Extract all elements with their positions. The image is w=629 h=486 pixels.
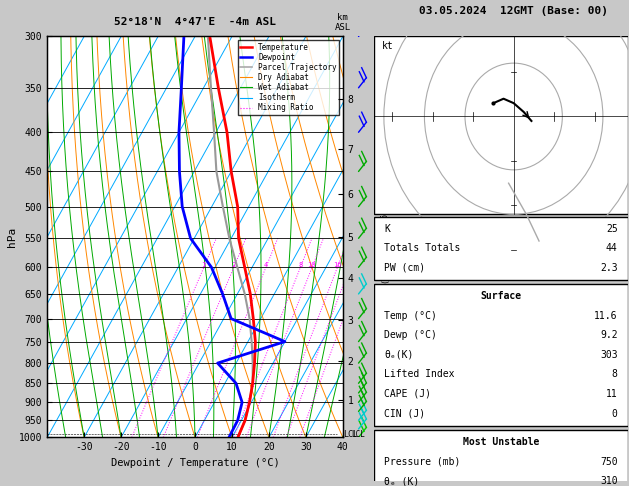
Text: 2.3: 2.3 bbox=[600, 263, 618, 273]
Text: θₑ (K): θₑ (K) bbox=[384, 476, 420, 486]
Bar bbox=[374, 36, 628, 214]
Text: 9.2: 9.2 bbox=[600, 330, 618, 340]
Text: Surface: Surface bbox=[481, 291, 521, 301]
Text: kt: kt bbox=[382, 41, 394, 51]
Text: Temp (°C): Temp (°C) bbox=[384, 311, 437, 321]
Y-axis label: hPa: hPa bbox=[8, 227, 18, 247]
Text: 16: 16 bbox=[333, 262, 342, 268]
Text: PW (cm): PW (cm) bbox=[384, 263, 426, 273]
Text: 310: 310 bbox=[600, 476, 618, 486]
Text: Most Unstable: Most Unstable bbox=[463, 437, 539, 447]
Text: K: K bbox=[384, 224, 390, 234]
Text: km
ASL: km ASL bbox=[335, 13, 351, 33]
Text: 4: 4 bbox=[264, 262, 268, 268]
Text: Lifted Index: Lifted Index bbox=[384, 369, 455, 380]
Text: 750: 750 bbox=[600, 456, 618, 467]
Text: θₑ(K): θₑ(K) bbox=[384, 350, 414, 360]
Legend: Temperature, Dewpoint, Parcel Trajectory, Dry Adiabat, Wet Adiabat, Isotherm, Mi: Temperature, Dewpoint, Parcel Trajectory… bbox=[238, 40, 339, 115]
Text: Dewp (°C): Dewp (°C) bbox=[384, 330, 437, 340]
Text: 1: 1 bbox=[201, 262, 206, 268]
Text: 11: 11 bbox=[606, 389, 618, 399]
Text: LCL: LCL bbox=[352, 430, 365, 438]
Y-axis label: Mixing Ratio (g/kg): Mixing Ratio (g/kg) bbox=[379, 190, 387, 284]
Text: 44: 44 bbox=[606, 243, 618, 253]
Text: 25: 25 bbox=[606, 224, 618, 234]
Text: 11.6: 11.6 bbox=[594, 311, 618, 321]
Text: 8: 8 bbox=[298, 262, 303, 268]
Text: Totals Totals: Totals Totals bbox=[384, 243, 461, 253]
Text: 303: 303 bbox=[600, 350, 618, 360]
Text: 52°18'N  4°47'E  -4m ASL: 52°18'N 4°47'E -4m ASL bbox=[114, 17, 276, 27]
Text: LCL: LCL bbox=[343, 430, 358, 438]
Text: Pressure (mb): Pressure (mb) bbox=[384, 456, 461, 467]
Text: 10: 10 bbox=[308, 262, 316, 268]
Text: 2: 2 bbox=[231, 262, 236, 268]
Bar bbox=[374, 217, 628, 280]
Text: 03.05.2024  12GMT (Base: 00): 03.05.2024 12GMT (Base: 00) bbox=[419, 6, 608, 16]
Text: CAPE (J): CAPE (J) bbox=[384, 389, 431, 399]
Bar bbox=[374, 284, 628, 426]
Text: CIN (J): CIN (J) bbox=[384, 409, 426, 418]
X-axis label: Dewpoint / Temperature (°C): Dewpoint / Temperature (°C) bbox=[111, 458, 279, 468]
Text: 8: 8 bbox=[612, 369, 618, 380]
Text: 0: 0 bbox=[612, 409, 618, 418]
Bar bbox=[374, 430, 628, 486]
